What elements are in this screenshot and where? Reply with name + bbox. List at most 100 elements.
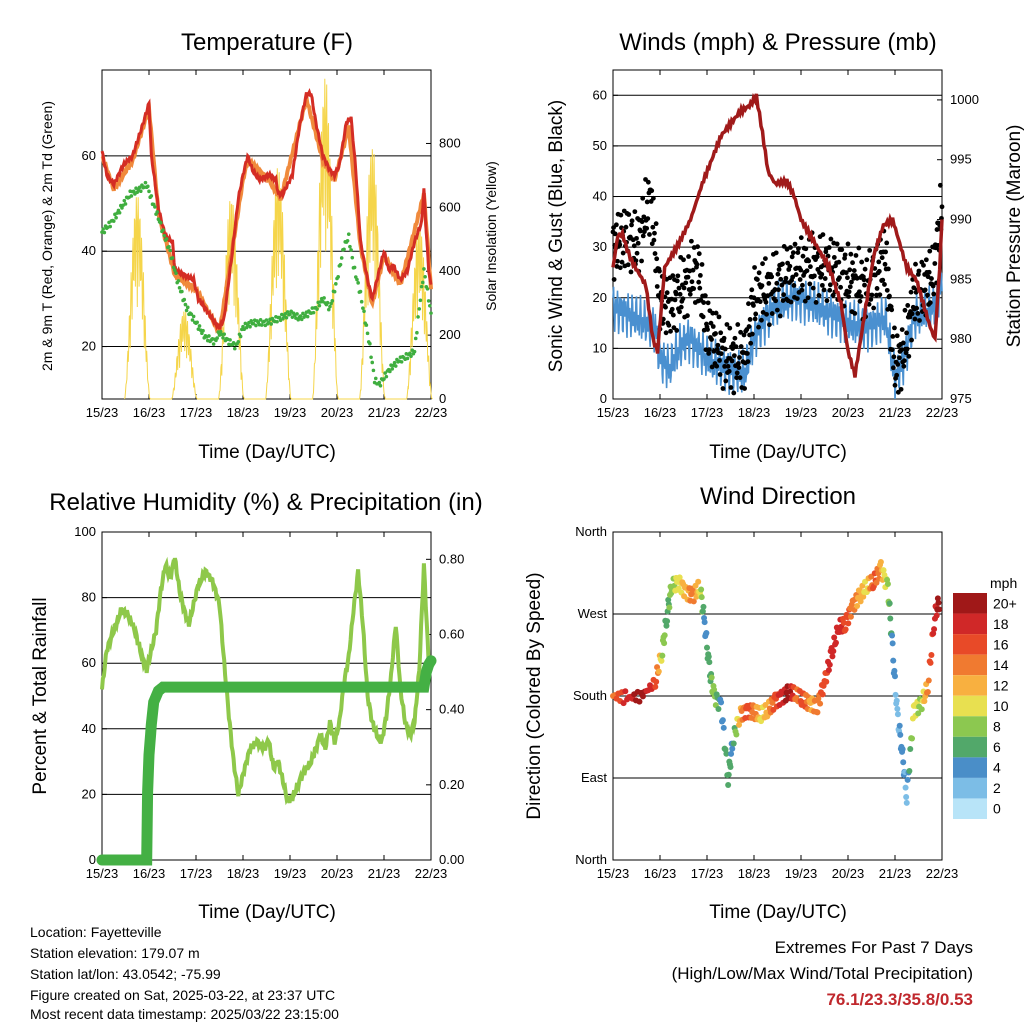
gust-point	[869, 292, 875, 298]
direction-point	[701, 619, 708, 626]
dewpoint-point	[423, 274, 427, 279]
dewpoint-point	[416, 315, 420, 319]
gust-point	[672, 297, 678, 303]
dewpoint-point	[429, 311, 433, 315]
gust-point	[713, 331, 718, 336]
temperature-plot-area: 15/23 16/23 17/23 18/23 19/23 20/23 21/23 22/23…	[82, 70, 461, 420]
x-tick-label: 18/23	[738, 405, 771, 420]
gust-point	[706, 347, 712, 353]
gust-point	[903, 350, 909, 356]
direction-point	[903, 799, 910, 806]
direction-panel: Wind Direction 15/23 16/23 17/23 18/23 19/23…	[524, 483, 1017, 923]
gust-point	[625, 262, 631, 268]
y-right-tick-label: 0.20	[439, 777, 464, 792]
gust-point	[862, 266, 868, 272]
legend-swatch	[953, 757, 987, 778]
gust-point	[710, 324, 716, 329]
x-tick-label: 19/23	[785, 405, 818, 420]
gust-point	[861, 277, 867, 283]
dewpoint-point	[238, 334, 243, 339]
extremes-box: Extremes For Past 7 Days (High/Low/Max W…	[672, 935, 973, 1013]
direction-point	[934, 595, 941, 602]
direction-point	[918, 706, 925, 713]
direction-point	[705, 653, 712, 660]
y-right-tick-label: 0.80	[439, 551, 464, 566]
dewpoint-point	[383, 371, 387, 375]
y-tick-label: East	[581, 770, 607, 785]
dewpoint-point	[177, 286, 182, 290]
gust-point	[717, 372, 723, 377]
gust-point	[640, 195, 646, 201]
gust-point	[653, 221, 659, 227]
gust-point	[800, 253, 806, 259]
y-tick-label: 0	[89, 852, 96, 867]
gust-point	[687, 291, 693, 297]
humidity-title: Relative Humidity (%) & Precipitation (i…	[49, 489, 482, 516]
y-tick-label: North	[575, 852, 607, 867]
gust-point	[934, 227, 940, 232]
dewpoint-point	[221, 336, 225, 340]
dewpoint-point	[222, 332, 226, 336]
gust-point	[836, 259, 842, 265]
gust-point	[706, 351, 712, 356]
gust-point	[731, 353, 737, 359]
gust-point	[859, 259, 865, 265]
gust-point	[904, 346, 910, 352]
dewpoint-point	[170, 256, 175, 260]
gust-point	[705, 300, 711, 306]
dewpoint-point	[339, 256, 344, 260]
y-right-tick-label: 600	[439, 199, 461, 214]
gust-point	[883, 249, 888, 255]
gust-point	[639, 258, 644, 264]
gust-point	[929, 276, 934, 281]
direction-point	[880, 567, 887, 574]
dewpoint-point	[218, 329, 223, 334]
gust-point	[794, 296, 800, 301]
direction-point	[655, 668, 662, 675]
winds-panel: Winds (mph) & Pressure (mb) 15/23 16/23 17…	[546, 29, 1024, 463]
gust-point	[677, 309, 682, 315]
gust-point	[826, 245, 832, 250]
direction-point	[915, 710, 922, 717]
direction-point	[924, 688, 931, 695]
dewpoint-point	[358, 289, 363, 294]
direction-point	[639, 693, 646, 700]
direction-point	[723, 750, 730, 757]
gust-point	[799, 287, 805, 293]
direction-point	[884, 580, 891, 587]
dewpoint-point	[137, 185, 142, 190]
gust-point	[715, 342, 721, 348]
direction-point	[892, 673, 898, 680]
gust-point	[926, 269, 932, 275]
dewpoint-point	[419, 284, 424, 289]
x-tick-label: 18/23	[227, 866, 260, 881]
gust-point	[619, 259, 625, 265]
gust-point	[734, 370, 740, 376]
gust-point	[846, 289, 852, 295]
direction-point	[889, 640, 896, 647]
gust-point	[751, 295, 757, 301]
gust-point	[898, 386, 904, 392]
legend-swatch	[953, 736, 987, 758]
gust-point	[735, 361, 741, 366]
extremes-values: 76.1/23.3/35.8/0.53	[826, 990, 973, 1009]
y-tick-label: North	[575, 524, 607, 539]
dewpoint-point	[236, 339, 241, 344]
legend-label: 8	[993, 719, 1001, 735]
gust-point	[839, 247, 845, 253]
humidity-ylabel-left: Percent & Total Rainfall	[30, 597, 51, 794]
direction-point	[933, 612, 940, 619]
dewpoint-point	[176, 279, 181, 283]
temperature-title: Temperature (F)	[181, 29, 353, 56]
y-tick-label: 40	[82, 721, 96, 736]
winds-ylabel-left: Sonic Wind & Gust (Blue, Black)	[546, 100, 567, 372]
dewpoint-point	[349, 248, 353, 252]
x-tick-label: 16/23	[133, 405, 166, 420]
gust-point	[897, 355, 902, 361]
dewpoint-point	[155, 210, 160, 214]
gust-point	[710, 310, 716, 316]
gust-point	[629, 218, 635, 224]
direction-point	[906, 767, 913, 774]
gust-point	[705, 327, 710, 332]
direction-point	[900, 759, 907, 766]
